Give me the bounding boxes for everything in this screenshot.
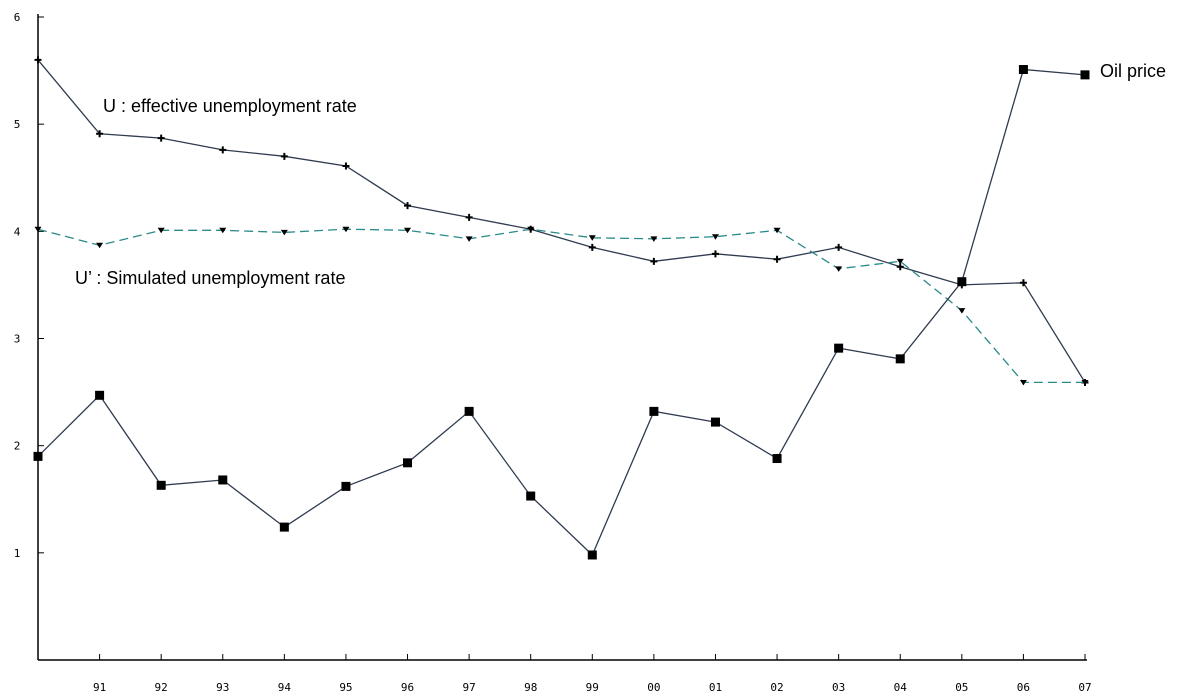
x-tick-label: 01 <box>709 681 722 694</box>
annotation-simulated-unemployment: U’ : Simulated unemployment rate <box>75 268 345 288</box>
data-point <box>772 454 782 464</box>
data-point <box>403 458 413 468</box>
series-line <box>37 228 1085 384</box>
data-point <box>342 226 350 233</box>
data-point <box>280 229 288 236</box>
data-point <box>527 226 535 233</box>
data-point <box>464 406 474 416</box>
x-tick-label: 96 <box>401 681 414 694</box>
data-point <box>896 258 904 265</box>
series-line <box>37 68 1086 557</box>
data-point <box>341 481 351 491</box>
x-tick-label: 04 <box>894 681 908 694</box>
y-tick-label: 4 <box>14 225 21 238</box>
data-point <box>156 480 166 490</box>
data-point <box>157 227 165 234</box>
x-tick-label: 93 <box>216 681 229 694</box>
axes: 1 2 3 4 5 6 91 92 93 94 95 96 97 98 99 00 01 02 03 04 05 06 07 <box>14 11 1092 694</box>
data-point <box>219 227 227 234</box>
y-tick-label: 2 <box>14 440 21 453</box>
data-point <box>711 234 719 240</box>
x-tick-label: 02 <box>770 681 783 694</box>
y-tick-label: 3 <box>14 333 21 346</box>
data-point <box>773 227 781 234</box>
data-point <box>95 390 105 400</box>
series-line <box>37 59 1086 383</box>
data-point <box>96 242 104 249</box>
series-layer <box>33 56 1090 560</box>
x-tick-label: 03 <box>832 681 845 694</box>
data-point <box>834 343 844 353</box>
data-point <box>219 146 227 154</box>
data-point <box>34 56 42 64</box>
data-point <box>650 236 658 242</box>
y-tick-label: 6 <box>14 11 21 24</box>
x-tick-label: 94 <box>278 681 292 694</box>
data-point <box>650 257 658 265</box>
x-tick-label: 06 <box>1017 681 1030 694</box>
data-point <box>157 134 165 142</box>
y-tick-label: 5 <box>14 118 21 131</box>
data-point <box>1081 379 1089 386</box>
data-point <box>404 227 412 234</box>
data-point <box>588 243 596 251</box>
annotation-oil-price: Oil price <box>1100 61 1166 81</box>
data-point <box>404 202 412 210</box>
data-point <box>958 308 966 314</box>
x-tick-label: 99 <box>586 681 599 694</box>
data-point <box>342 162 350 170</box>
data-point <box>835 266 843 272</box>
x-tick-label: 91 <box>93 681 106 694</box>
data-point <box>957 277 967 287</box>
data-point <box>588 235 596 241</box>
data-point <box>896 263 904 271</box>
data-point <box>279 522 289 532</box>
annotation-effective-unemployment: U : effective unemployment rate <box>103 96 357 116</box>
data-point <box>280 152 288 160</box>
data-point <box>465 236 473 242</box>
data-point <box>1019 279 1027 287</box>
data-point <box>1018 65 1028 75</box>
data-point <box>96 130 104 138</box>
x-tick-label: 92 <box>155 681 168 694</box>
x-tick-label: 95 <box>339 681 352 694</box>
series-1 <box>34 226 1089 386</box>
x-tick-label: 00 <box>647 681 660 694</box>
data-point <box>33 451 43 461</box>
annotations: U : effective unemployment rate U’ : Sim… <box>75 61 1166 288</box>
series-2 <box>33 65 1090 560</box>
data-point <box>587 550 597 560</box>
data-point <box>895 354 905 364</box>
data-point <box>835 243 843 251</box>
x-tick-label: 05 <box>955 681 968 694</box>
data-point <box>465 213 473 221</box>
x-tick-label: 07 <box>1078 681 1091 694</box>
data-point <box>649 406 659 416</box>
data-point <box>1019 379 1027 386</box>
data-point <box>710 417 720 427</box>
data-point <box>526 491 536 501</box>
data-point <box>711 250 719 258</box>
data-point <box>1080 70 1090 80</box>
y-tick-label: 1 <box>14 547 21 560</box>
data-point <box>773 255 781 263</box>
x-tick-label: 97 <box>462 681 475 694</box>
x-tick-label: 98 <box>524 681 537 694</box>
data-point <box>34 226 42 233</box>
data-point <box>218 475 228 485</box>
